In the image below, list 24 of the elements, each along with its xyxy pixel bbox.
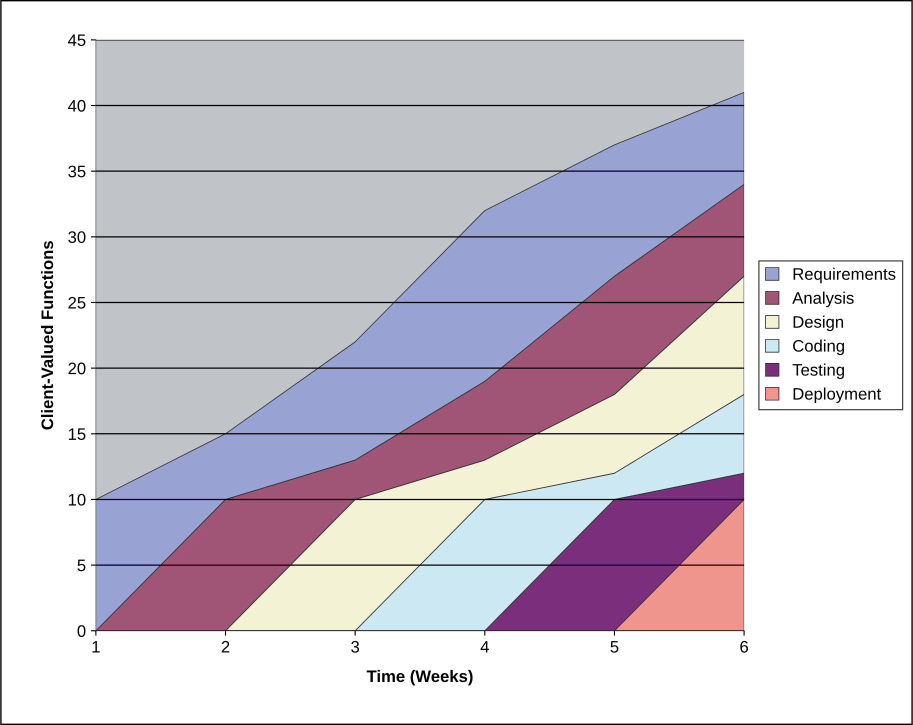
legend-label: Testing bbox=[792, 364, 844, 380]
legend-label: Analysis bbox=[792, 292, 854, 308]
y-tick-label: 45 bbox=[68, 34, 86, 46]
x-tick-label: 4 bbox=[480, 641, 489, 653]
x-tick-label: 1 bbox=[92, 641, 100, 653]
x-tick-label: 3 bbox=[351, 640, 360, 653]
y-tick-label: 35 bbox=[68, 166, 86, 178]
x-tick-label: 6 bbox=[740, 640, 748, 653]
y-axis-title: Client-Valued Functions bbox=[40, 241, 54, 430]
y-tick-label: 10 bbox=[68, 494, 86, 506]
legend-label: Design bbox=[794, 316, 844, 332]
legend-label: Requirements bbox=[794, 268, 896, 284]
y-tick-label: 0 bbox=[78, 625, 86, 637]
legend-label: Deployment bbox=[794, 387, 882, 404]
y-tick-label: 40 bbox=[68, 100, 86, 112]
legend-label: Coding bbox=[793, 340, 844, 356]
y-tick-label: 30 bbox=[68, 231, 86, 244]
x-tick-label: 5 bbox=[610, 641, 618, 653]
y-tick-label: 5 bbox=[78, 560, 86, 572]
x-axis-title: Time (Weeks) bbox=[366, 670, 473, 686]
x-tick-label: 2 bbox=[222, 640, 230, 653]
y-tick-label: 25 bbox=[68, 296, 86, 309]
y-tick-label: 20 bbox=[68, 362, 86, 374]
y-tick-label: 15 bbox=[68, 428, 86, 440]
